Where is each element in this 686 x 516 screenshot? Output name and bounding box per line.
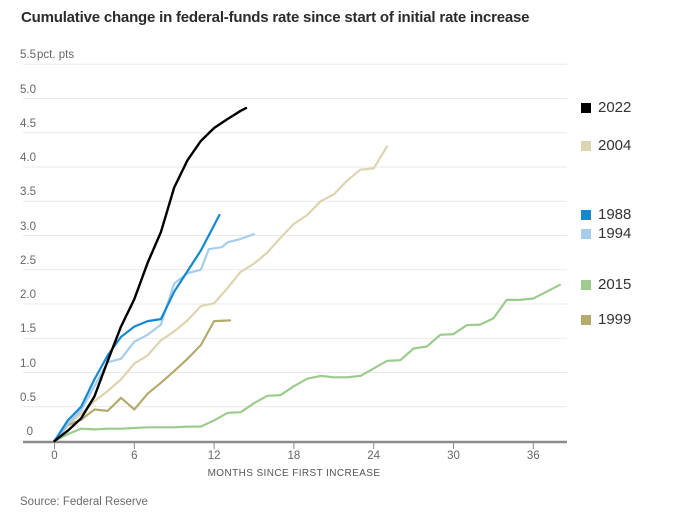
legend-label: 1994 bbox=[598, 225, 632, 243]
legend-swatch-icon bbox=[581, 279, 591, 290]
legend-label: 1988 bbox=[598, 205, 632, 223]
y-tick-label-1: 1.0 bbox=[20, 357, 36, 370]
y-tick-label-4: 4.0 bbox=[20, 152, 36, 164]
y-tick-label-2: 2.0 bbox=[20, 289, 36, 301]
x-tick-label-30: 30 bbox=[447, 450, 460, 462]
y-tick-value: 1.0 bbox=[20, 357, 36, 370]
chart-title: Cumulative change in federal-funds rate … bbox=[21, 9, 530, 26]
legend-item-1988: 1988 bbox=[581, 205, 632, 223]
y-tick-value: 1.5 bbox=[20, 323, 36, 336]
y-tick-label-5.5: 5.5pct. pts bbox=[20, 49, 74, 61]
series-line-1988 bbox=[53, 213, 221, 443]
y-tick-label-0: 0 bbox=[20, 426, 33, 438]
x-tick-label-24: 24 bbox=[367, 450, 381, 462]
x-tick-label-6: 6 bbox=[131, 450, 138, 462]
y-tick-value: 5.0 bbox=[20, 83, 36, 96]
series-line-1999 bbox=[53, 319, 232, 443]
legend-swatch-icon bbox=[581, 229, 591, 240]
legend-label: 2015 bbox=[598, 275, 632, 293]
y-tick-value: 4.0 bbox=[20, 152, 36, 164]
legend-swatch-icon bbox=[581, 315, 591, 326]
series-line-2022 bbox=[53, 106, 248, 443]
series-line-2015 bbox=[53, 283, 562, 443]
legend-label: 2022 bbox=[598, 99, 632, 117]
legend-label: 1999 bbox=[598, 311, 632, 329]
y-tick-label-1.5: 1.5 bbox=[20, 323, 36, 336]
x-axis-title: MONTHS SINCE FIRST INCREASE bbox=[207, 468, 381, 479]
series-line-1994 bbox=[53, 233, 256, 443]
y-tick-label-3: 3.0 bbox=[20, 220, 36, 233]
y-tick-value: 2.5 bbox=[20, 254, 36, 267]
legend-swatch-icon bbox=[581, 209, 591, 220]
y-tick-value: 4.5 bbox=[20, 117, 36, 130]
y-axis-unit-label: pct. pts bbox=[37, 49, 75, 62]
y-tick-label-0.5: 0.5 bbox=[20, 391, 36, 404]
y-tick-value: 3.0 bbox=[20, 220, 36, 233]
legend-label: 2004 bbox=[598, 137, 632, 155]
legend-item-2004: 2004 bbox=[581, 138, 631, 154]
legend-swatch-icon bbox=[581, 103, 591, 114]
x-tick-label-18: 18 bbox=[287, 450, 301, 462]
legend-item-2015: 2015 bbox=[581, 275, 632, 293]
legend-swatch-icon bbox=[581, 141, 591, 152]
x-tick-label-0: 0 bbox=[51, 450, 58, 462]
y-tick-label-5: 5.0 bbox=[20, 83, 36, 96]
y-tick-label-2.5: 2.5 bbox=[20, 254, 36, 267]
y-tick-value: 3.5 bbox=[20, 186, 36, 199]
y-tick-value: 0.5 bbox=[20, 391, 36, 404]
legend-item-2022: 2022 bbox=[581, 100, 631, 116]
x-tick-label-12: 12 bbox=[207, 450, 221, 462]
legend-item-1999: 1999 bbox=[581, 312, 631, 328]
series-line-2004 bbox=[53, 145, 389, 443]
legend-item-1994: 1994 bbox=[581, 226, 631, 242]
y-tick-value: 2.0 bbox=[20, 289, 36, 301]
y-tick-value: 5.5 bbox=[20, 49, 36, 62]
x-tick-label-36: 36 bbox=[526, 450, 540, 462]
source-note: Source: Federal Reserve bbox=[20, 496, 148, 508]
y-tick-label-4.5: 4.5 bbox=[20, 117, 36, 130]
y-tick-label-3.5: 3.5 bbox=[20, 186, 36, 199]
y-tick-value: 0 bbox=[26, 426, 33, 438]
